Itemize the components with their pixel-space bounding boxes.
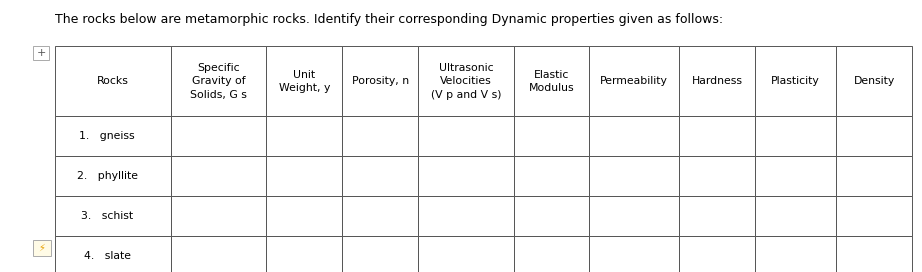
Bar	[755, 116, 836, 156]
Bar	[755, 47, 836, 116]
Bar	[589, 236, 679, 272]
Bar	[171, 116, 266, 156]
Bar	[514, 156, 589, 196]
Bar	[55, 156, 171, 196]
Text: Density: Density	[854, 76, 894, 86]
Text: Elastic
Modulus: Elastic Modulus	[528, 70, 574, 93]
Text: Plasticity: Plasticity	[771, 76, 820, 86]
Text: 2.   phyllite: 2. phyllite	[77, 171, 137, 181]
Bar	[266, 196, 342, 236]
Bar	[55, 196, 171, 236]
Bar	[514, 116, 589, 156]
Bar	[33, 45, 49, 60]
Bar	[589, 47, 679, 116]
Bar	[755, 236, 836, 272]
Text: ⚡: ⚡	[39, 243, 45, 253]
Bar	[679, 156, 755, 196]
Bar	[679, 236, 755, 272]
Bar	[589, 196, 679, 236]
Bar	[836, 116, 912, 156]
Bar	[171, 196, 266, 236]
Bar	[55, 116, 171, 156]
Bar	[33, 240, 51, 256]
Bar	[171, 156, 266, 196]
Bar	[589, 156, 679, 196]
Bar	[55, 236, 171, 272]
Text: Rocks: Rocks	[97, 76, 129, 86]
Text: Porosity, n: Porosity, n	[352, 76, 409, 86]
Bar	[679, 196, 755, 236]
Bar	[342, 236, 419, 272]
Text: +: +	[36, 48, 46, 58]
Bar	[836, 47, 912, 116]
Bar	[419, 236, 514, 272]
Bar	[342, 116, 419, 156]
Bar	[514, 196, 589, 236]
Bar	[55, 47, 171, 116]
Text: 3.   schist: 3. schist	[81, 211, 134, 221]
Bar	[836, 236, 912, 272]
Bar	[755, 156, 836, 196]
Bar	[514, 236, 589, 272]
Bar	[679, 47, 755, 116]
Bar	[679, 116, 755, 156]
Bar	[342, 47, 419, 116]
Bar	[419, 156, 514, 196]
Bar	[266, 236, 342, 272]
Text: The rocks below are metamorphic rocks. Identify their corresponding Dynamic prop: The rocks below are metamorphic rocks. I…	[55, 13, 723, 26]
Text: Permeability: Permeability	[600, 76, 668, 86]
Bar	[342, 196, 419, 236]
Bar	[171, 47, 266, 116]
Bar	[836, 196, 912, 236]
Bar	[755, 196, 836, 236]
Text: Hardness: Hardness	[692, 76, 742, 86]
Text: Specific
Gravity of
Solids, G s: Specific Gravity of Solids, G s	[190, 63, 247, 100]
Bar	[266, 116, 342, 156]
Text: 4.   slate: 4. slate	[84, 251, 131, 261]
Bar	[171, 236, 266, 272]
Text: Unit
Weight, y: Unit Weight, y	[278, 70, 330, 93]
Bar	[514, 47, 589, 116]
Bar	[419, 116, 514, 156]
Bar	[419, 47, 514, 116]
Text: 1.   gneiss: 1. gneiss	[79, 131, 135, 141]
Text: Ultrasonic
Velocities
(V p and V s): Ultrasonic Velocities (V p and V s)	[431, 63, 502, 100]
Bar	[266, 156, 342, 196]
Bar	[419, 196, 514, 236]
Bar	[836, 156, 912, 196]
Bar	[589, 116, 679, 156]
Bar	[342, 156, 419, 196]
Bar	[266, 47, 342, 116]
